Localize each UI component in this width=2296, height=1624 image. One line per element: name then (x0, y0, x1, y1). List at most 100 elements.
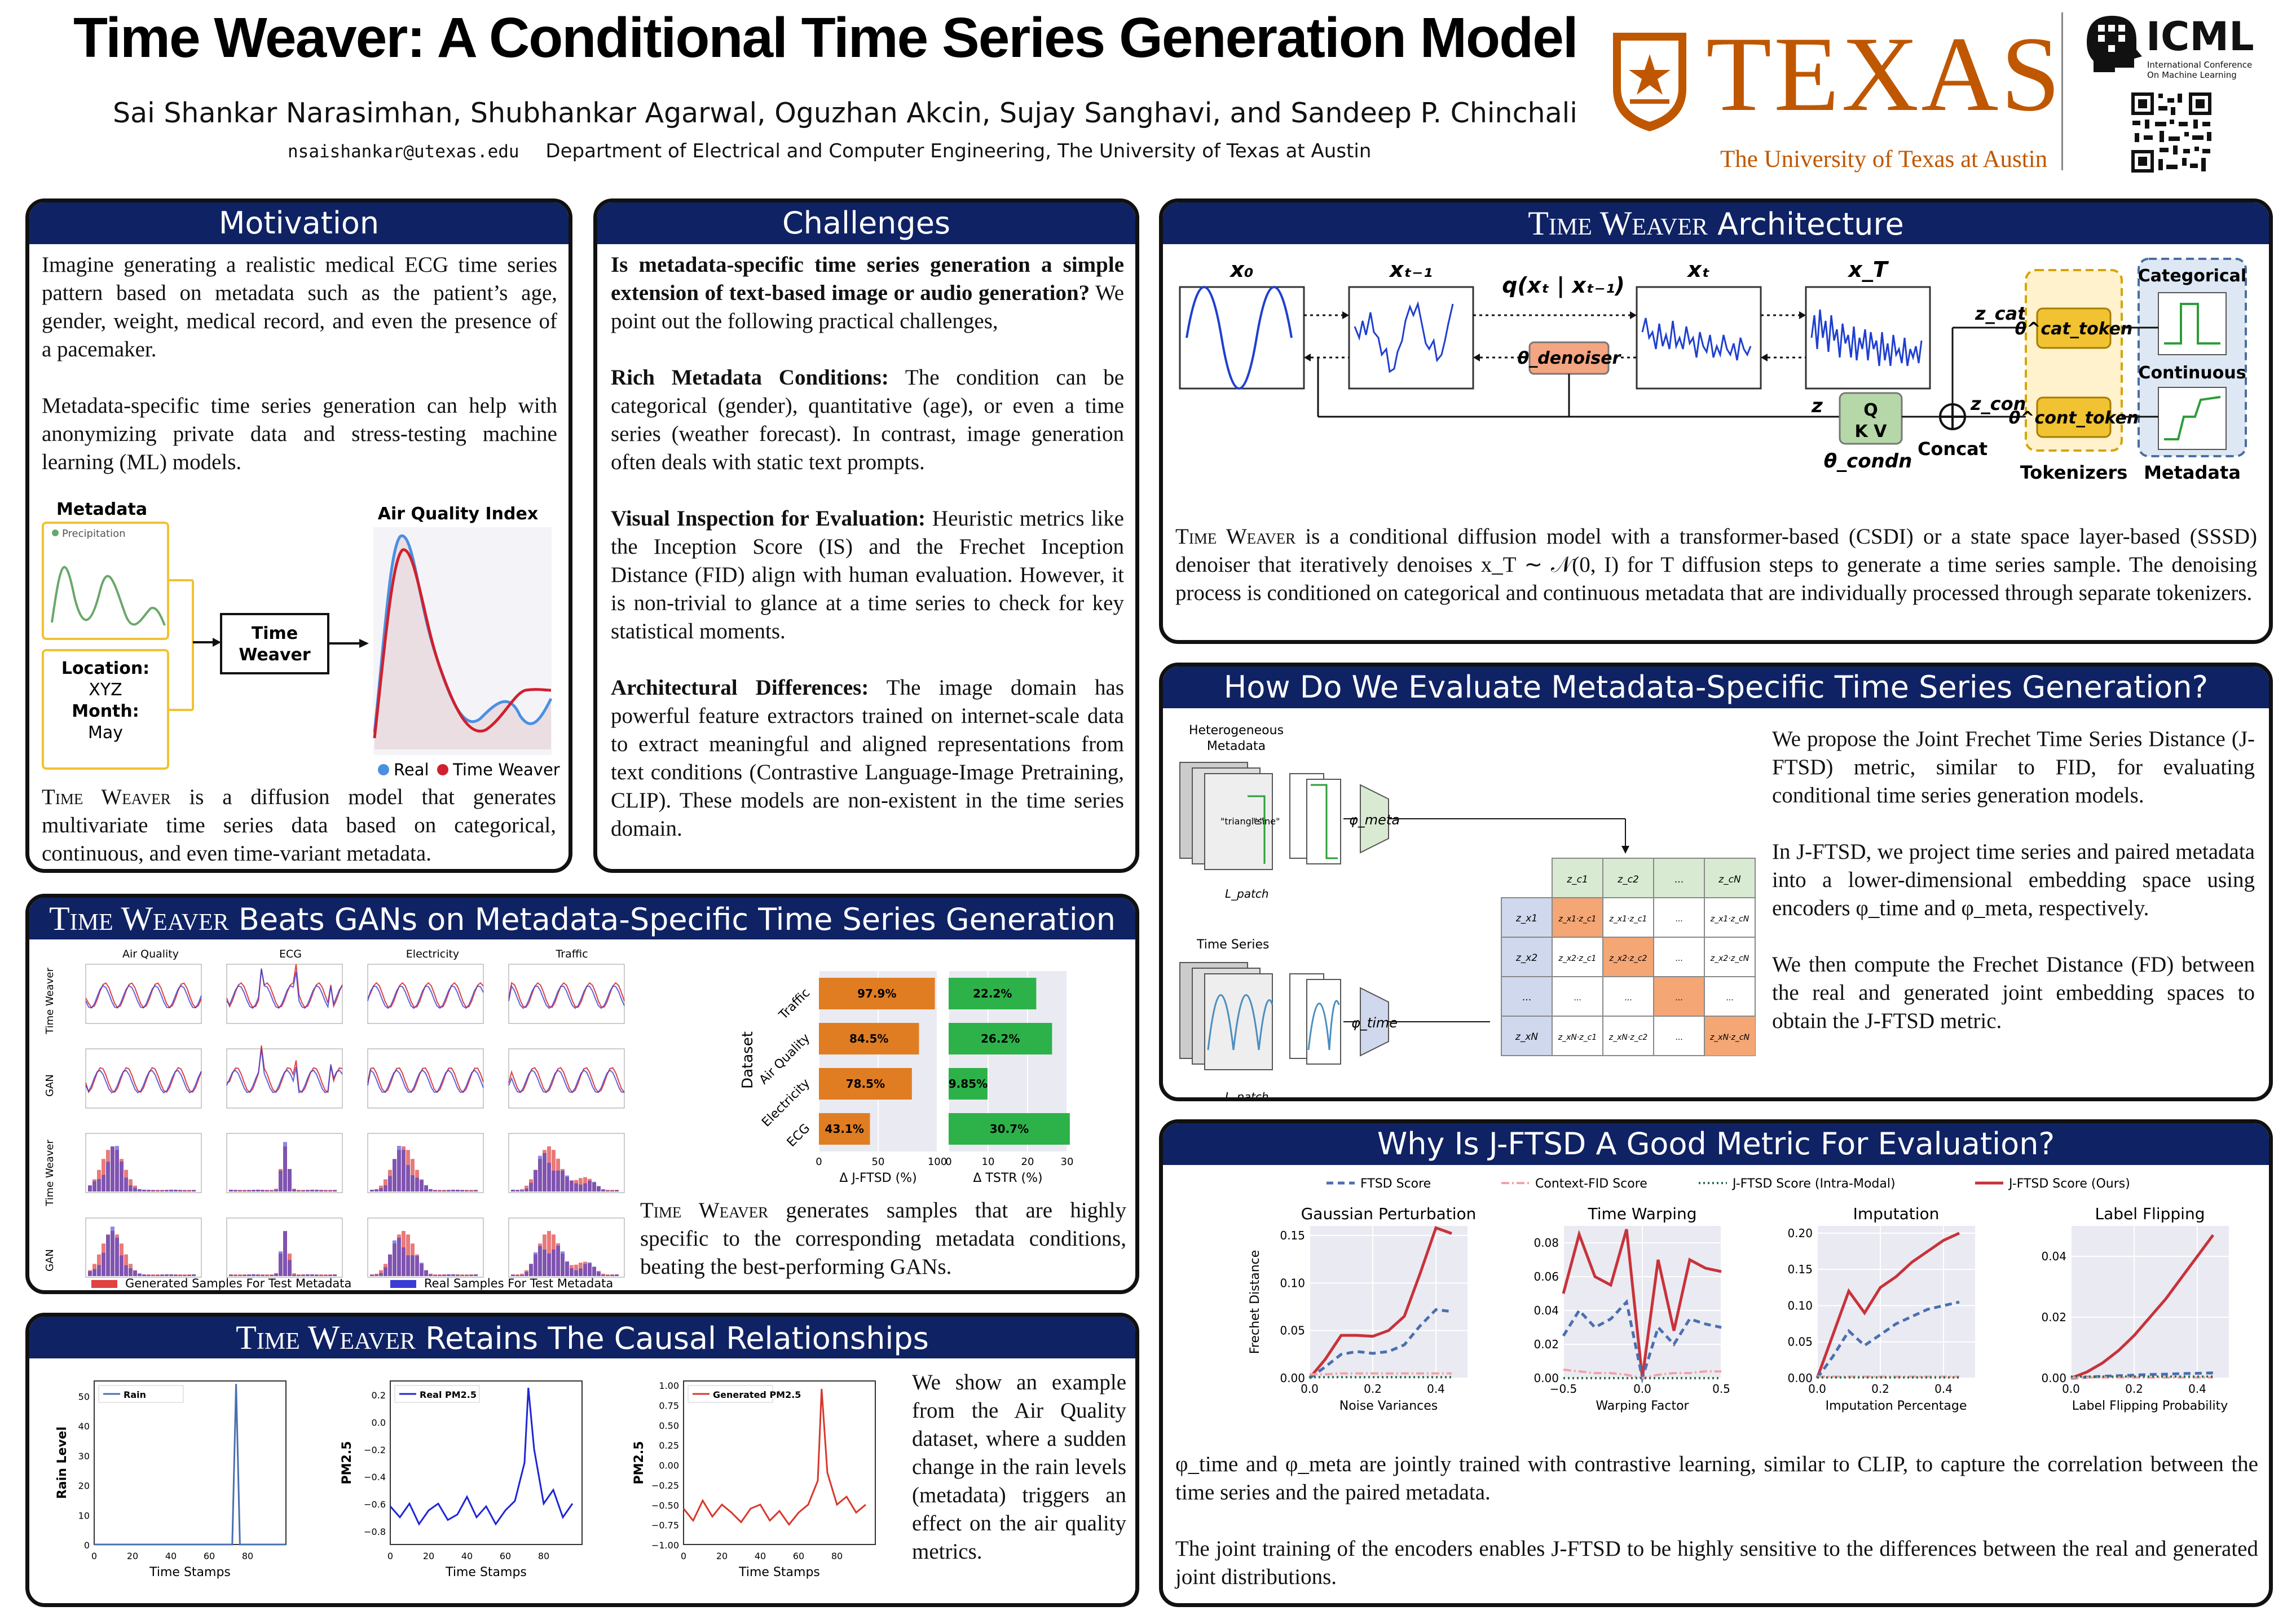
x-axis-label: Imputation Percentage (1826, 1399, 1967, 1413)
generated-sample-line (508, 1067, 625, 1093)
real-hist-bar (402, 1247, 406, 1276)
x-tick-label: 60 (204, 1551, 215, 1561)
real-hist-bar (451, 1274, 455, 1276)
real-hist-bar (429, 1274, 433, 1276)
real-hist-bar (520, 1274, 524, 1276)
real-hist-bar (270, 1190, 274, 1191)
chart-label-flipping: 0.00 0.02 0.04 0.0 0.2 0.4 Label Flipping Label… (2041, 1204, 2229, 1413)
y-tick-label: 10 (78, 1510, 90, 1521)
matrix-cell: ... (1624, 994, 1632, 1003)
motivation-para-2: Metadata-specific time series generation… (42, 394, 557, 474)
real-hist-bar (552, 1171, 556, 1191)
real-hist-bar (238, 1275, 242, 1276)
plot-area (683, 1380, 876, 1545)
col-header-3: ... (1674, 874, 1684, 885)
tokenizers-label: Tokenizers (2020, 462, 2128, 483)
real-hist-bar (187, 1274, 191, 1276)
chart-title: Label Flipping (2095, 1204, 2205, 1223)
real-hist-bar (574, 1270, 578, 1276)
real-hist-bar (438, 1275, 442, 1276)
condn-label: θ_condn (1824, 450, 1912, 473)
tw-box-line-1: Time (252, 624, 298, 643)
aqi-title: Air Quality Index (378, 504, 538, 524)
categorical-signal (2164, 303, 2220, 345)
real-hist-bar (124, 1177, 128, 1191)
qr-code[interactable] (2129, 90, 2214, 175)
x-tick-label: 100 (928, 1156, 947, 1168)
matrix-cell: z_x2·z_c1 (1558, 954, 1597, 963)
bar-value-label: 9.85% (949, 1077, 988, 1091)
real-hist-bar (556, 1170, 560, 1191)
real-hist-bar (583, 1183, 587, 1191)
bar-value-label: 78.5% (846, 1077, 885, 1091)
y-tick-label: 0 (84, 1540, 90, 1551)
bar-value-label: 84.5% (849, 1032, 888, 1045)
y-tick-label: −1.00 (651, 1540, 679, 1551)
gans-text: generates samples that are highly specif… (640, 1198, 1126, 1279)
challenges-header: Challenges (597, 202, 1135, 244)
real-hist-bar (460, 1275, 464, 1276)
real-hist-bar (252, 1274, 255, 1276)
plot-area (390, 1380, 583, 1545)
real-hist-bar (606, 1275, 610, 1276)
aqi-tw-curve (373, 548, 552, 739)
x-tick-label: 0.0 (1301, 1382, 1319, 1396)
real-hist-bar (306, 1190, 310, 1191)
real-hist-bar (178, 1190, 182, 1191)
jftsd-para-1: φ_time and φ_meta are jointly trained wi… (1175, 1452, 2258, 1504)
real-sample-line (367, 1069, 484, 1093)
plot-area (1310, 1226, 1467, 1378)
category-label: Traffic (776, 986, 813, 1023)
real-hist-bar (124, 1265, 128, 1276)
real-hist-bar (552, 1249, 556, 1276)
y-tick-label: 0.15 (1280, 1229, 1305, 1242)
aqi-legend-tw: Time Weaver (452, 760, 560, 778)
evaluate-panel: How Do We Evaluate Metadata-Specific Tim… (1159, 663, 2273, 1101)
y-tick-label: 40 (78, 1421, 90, 1432)
label-x0: x₀ (1229, 257, 1253, 282)
y-tick-label: 0.20 (1787, 1226, 1813, 1240)
real-hist-bar (292, 1274, 296, 1276)
real-hist-bar (543, 1153, 547, 1191)
real-hist-bar (429, 1189, 433, 1191)
grid-col-elec: Electricity (406, 948, 459, 960)
qkv-q: Q (1863, 400, 1878, 420)
real-hist-bar (279, 1171, 283, 1191)
y-tick-label: 0.00 (659, 1460, 679, 1471)
precip-curve (51, 566, 166, 626)
sample-grid-figure: Air Quality ECG Electricity Traffic Time… (44, 948, 625, 1290)
y-tick-label: 0.2 (372, 1390, 386, 1401)
grid-row-4: GAN (44, 1249, 56, 1272)
x-tick-label: 60 (500, 1551, 511, 1561)
real-hist-bar (597, 1272, 601, 1276)
motivation-header: Motivation (29, 202, 569, 244)
y-tick-label: 0.05 (1280, 1324, 1305, 1338)
gans-title-rest: Beats GANs on Metadata-Specific Time Ser… (228, 902, 1116, 937)
generated-sample-line (226, 964, 343, 1008)
challenge-1-title: Rich Metadata Conditions: (611, 365, 889, 390)
series-line (1308, 1226, 1452, 1379)
x-tick-label: 0.5 (1712, 1382, 1730, 1396)
real-hist-bar (529, 1264, 533, 1276)
real-hist-bar (151, 1275, 155, 1276)
zcont-label: z_cont (1970, 393, 2035, 414)
x-tick-label: 0.0 (1633, 1382, 1651, 1396)
bar-value-label: 97.9% (857, 987, 896, 1000)
bar (949, 1068, 988, 1100)
x-tick-label: 20 (423, 1551, 434, 1561)
real-sample-line (367, 985, 484, 1009)
gans-header: Time Weaver Beats GANs on Metadata-Speci… (29, 898, 1135, 939)
real-hist-bar (328, 1274, 332, 1276)
legend-jftsd-ours: J-FTSD Score (Ours) (2008, 1177, 2130, 1191)
series-line (2070, 1234, 2215, 1380)
jftsd-panel: Why Is J-FTSD A Good Metric For Evaluati… (1159, 1119, 2273, 1607)
y-tick-label: −0.6 (364, 1499, 386, 1510)
x-axis-label: Δ J-FTSD (%) (839, 1171, 916, 1185)
email[interactable]: nsaishankar@utexas.edu (288, 142, 519, 162)
real-hist-bar (301, 1274, 305, 1276)
legend-context-fid: Context-FID Score (1535, 1177, 1647, 1191)
series-line (94, 1384, 286, 1546)
real-hist-bar (420, 1180, 424, 1191)
real-hist-bar (474, 1274, 478, 1276)
series-line (1310, 1372, 1452, 1376)
